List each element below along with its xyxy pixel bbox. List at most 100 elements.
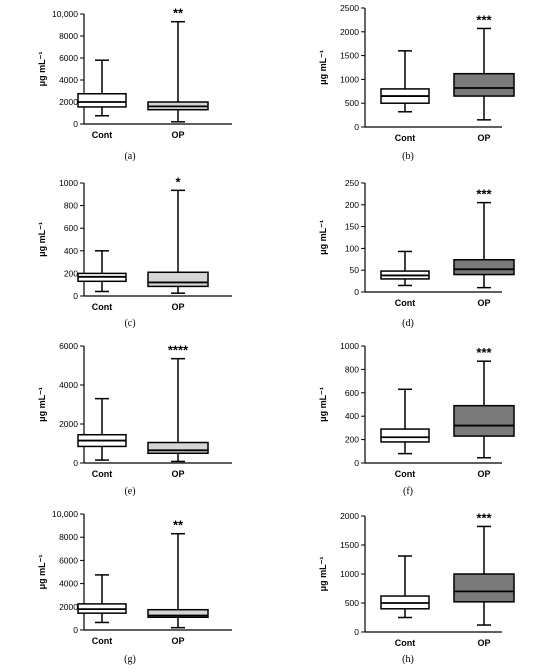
panel-label: (h): [402, 654, 414, 665]
y-tick-label: 0: [354, 627, 359, 637]
panel-label: (c): [124, 318, 135, 329]
y-tick-label: 2000: [340, 27, 359, 37]
y-tick-label: 1000: [59, 178, 78, 188]
box-cont: [380, 50, 430, 113]
iqr-box: [147, 608, 209, 618]
box-op: [453, 360, 515, 459]
chart-panel-f: 0 200 400 600 800 1000 μg mL⁻¹ Cont OP *** (f): [318, 341, 515, 497]
y-tick-label: 600: [64, 223, 78, 233]
y-tick-label: 10,000: [52, 9, 78, 19]
significance-marker: **: [173, 6, 184, 21]
iqr-box: [77, 93, 127, 108]
y-tick-label: 2000: [59, 97, 78, 107]
significance-marker: ***: [476, 345, 492, 360]
y-axis-label: μg mL⁻¹: [318, 557, 328, 592]
y-tick-label: 200: [345, 200, 359, 210]
box-cont: [380, 250, 430, 287]
box-op: [147, 357, 209, 463]
y-axis-label: μg mL⁻¹: [318, 220, 328, 255]
y-axis-label: μg mL⁻¹: [318, 387, 328, 422]
y-tick-label: 6000: [59, 555, 78, 565]
y-tick-label: 0: [73, 119, 78, 129]
y-tick-label: 0: [73, 291, 78, 301]
y-tick-label: 400: [64, 246, 78, 256]
x-tick-label: Cont: [92, 130, 113, 140]
box-cont: [77, 574, 127, 624]
y-tick-label: 2500: [340, 3, 359, 13]
y-tick-label: 0: [73, 458, 78, 468]
y-tick-label: 500: [345, 98, 359, 108]
y-tick-label: 1500: [340, 540, 359, 550]
y-tick-label: 0: [354, 122, 359, 132]
significance-marker: ****: [168, 343, 189, 358]
panel-label: (b): [402, 151, 414, 162]
y-tick-label: 8000: [59, 31, 78, 41]
x-tick-label: Cont: [92, 469, 113, 479]
box-op: [147, 189, 209, 294]
box-op: [453, 27, 515, 121]
x-tick-label: Cont: [395, 638, 416, 648]
y-tick-label: 2000: [340, 511, 359, 521]
box-op: [147, 532, 209, 629]
significance-marker: ***: [476, 510, 492, 525]
iqr-box: [453, 258, 515, 276]
y-tick-label: 800: [345, 364, 359, 374]
y-axis-label: μg mL⁻¹: [37, 555, 47, 590]
y-tick-label: 0: [354, 287, 359, 297]
iqr-box: [147, 271, 209, 288]
x-tick-label: OP: [477, 638, 490, 648]
chart-panel-b: 0 500 1000 1500 2000 2500 μg mL⁻¹ Cont OP *** (b): [318, 3, 515, 162]
chart-panel-e: 0 2000 4000 6000 μg mL⁻¹ Cont OP **** (e): [37, 341, 232, 497]
x-tick-label: OP: [477, 469, 490, 479]
y-tick-label: 4000: [59, 380, 78, 390]
chart-panel-h: 0 500 1000 1500 2000 μg mL⁻¹ Cont OP *** (h): [318, 510, 515, 665]
y-tick-label: 100: [345, 243, 359, 253]
x-tick-label: OP: [477, 298, 490, 308]
y-axis-label: μg mL⁻¹: [37, 222, 47, 257]
x-tick-label: OP: [171, 636, 184, 646]
chart-panel-d: 0 50 100 150 200 250 μg mL⁻¹ Cont OP *** (d): [318, 178, 515, 329]
panel-label: (d): [402, 318, 414, 329]
y-tick-label: 250: [345, 178, 359, 188]
y-tick-label: 400: [345, 411, 359, 421]
x-tick-label: Cont: [395, 298, 416, 308]
y-tick-label: 8000: [59, 532, 78, 542]
box-cont: [77, 250, 127, 293]
y-tick-label: 200: [345, 435, 359, 445]
y-tick-label: 1500: [340, 51, 359, 61]
box-cont: [380, 555, 430, 619]
y-tick-label: 150: [345, 222, 359, 232]
box-op: [147, 20, 209, 123]
y-tick-label: 0: [73, 625, 78, 635]
y-axis-label: μg mL⁻¹: [318, 50, 328, 85]
box-cont: [380, 388, 430, 455]
y-axis-label: μg mL⁻¹: [37, 52, 47, 87]
significance-marker: ***: [476, 12, 492, 27]
x-tick-label: Cont: [395, 133, 416, 143]
y-tick-label: 6000: [59, 341, 78, 351]
box-cont: [77, 59, 127, 117]
chart-panel-c: 0 200 400 600 800 1000 μg mL⁻¹ Cont OP * (c): [37, 174, 232, 329]
x-tick-label: OP: [477, 133, 490, 143]
y-tick-label: 4000: [59, 579, 78, 589]
y-tick-label: 1000: [340, 569, 359, 579]
significance-marker: *: [175, 174, 181, 189]
iqr-box: [453, 72, 515, 97]
y-tick-label: 2000: [59, 602, 78, 612]
y-tick-label: 4000: [59, 75, 78, 85]
x-tick-label: OP: [171, 302, 184, 312]
x-tick-label: OP: [171, 130, 184, 140]
significance-marker: **: [173, 518, 184, 533]
y-tick-label: 500: [345, 598, 359, 608]
x-tick-label: Cont: [92, 636, 113, 646]
chart-panel-a: 0 2000 4000 6000 8000 10,000 μg mL⁻¹ Cont OP ** (a…: [37, 6, 232, 162]
x-tick-label: Cont: [92, 302, 113, 312]
x-tick-label: OP: [171, 469, 184, 479]
y-tick-label: 0: [354, 458, 359, 468]
y-tick-label: 200: [64, 268, 78, 278]
y-tick-label: 2000: [59, 419, 78, 429]
y-tick-label: 10,000: [52, 509, 78, 519]
chart-panel-g: 0 2000 4000 6000 8000 10,000 μg mL⁻¹ Cont OP ** (g…: [37, 509, 232, 665]
significance-marker: ***: [476, 187, 492, 202]
